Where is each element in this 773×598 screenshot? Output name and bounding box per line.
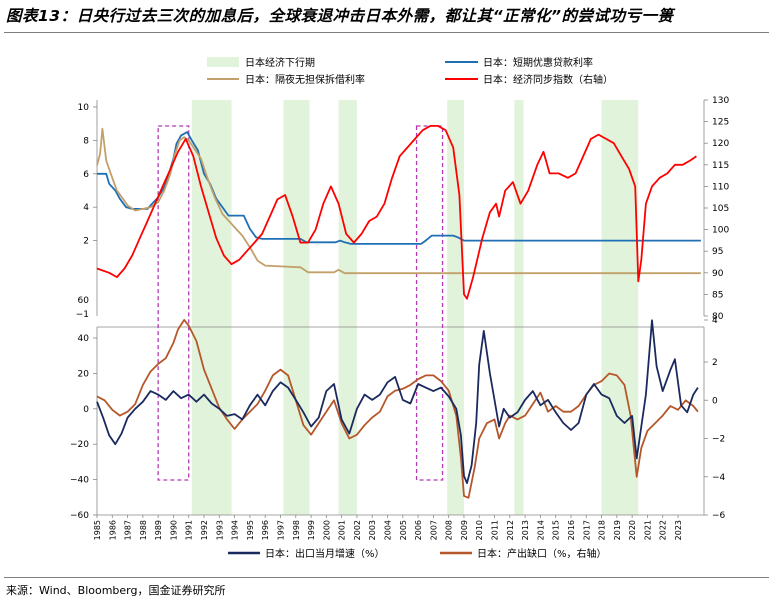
- series-lines: [96, 125, 701, 499]
- y-tick-label-top-right: 4: [712, 316, 718, 326]
- title-divider: [4, 32, 769, 33]
- x-tick-label: 2015: [552, 520, 561, 540]
- legend-swatch-recession: [207, 57, 239, 67]
- y-tick-label-bottom-left: 20: [78, 369, 90, 379]
- x-tick-label: 2012: [506, 520, 515, 540]
- y-tick-label-bottom-left: 0: [83, 405, 89, 415]
- recession-bands: [191, 100, 639, 515]
- recession-band: [191, 100, 232, 515]
- hike-period-markers: [157, 125, 444, 481]
- y-tick-label-top-left: 10: [78, 103, 90, 113]
- legend-top: 日本经济下行期 日本：短期优惠贷款利率 日本：隔夜无担保拆借利率 日本：经济同步…: [207, 56, 613, 86]
- y-tick-label-top-right: 80: [712, 312, 724, 322]
- y-tick-label-bottom-left: −40: [70, 476, 89, 486]
- y-tick-label-bottom-right: −4: [712, 473, 726, 483]
- legend-label-recession: 日本经济下行期: [245, 56, 315, 69]
- legend-label-coincident: 日本：经济同步指数（右轴）: [483, 73, 613, 86]
- x-tick-label: 1995: [246, 520, 255, 540]
- legend-label-short-rate: 日本：短期优惠贷款利率: [483, 56, 593, 69]
- x-tick-label: 2023: [674, 520, 683, 540]
- page-title: 图表13：日央行过去三次的加息后，全球衰退冲击日本外需，都让其“正常化”的尝试功…: [6, 7, 674, 25]
- x-tick-label: 2013: [521, 520, 530, 540]
- y-tick-label-bottom-right: 2: [712, 358, 718, 368]
- x-tick-label: 2019: [613, 520, 622, 540]
- hike-period-box: [157, 125, 190, 481]
- y-tick-label-bottom-right: −2: [712, 435, 725, 445]
- x-tick-label: 1996: [261, 520, 270, 540]
- y-tick-label-top-right: 105: [712, 204, 729, 214]
- x-tick-label: 2011: [491, 520, 500, 540]
- y-tick-label-top-right: 120: [712, 139, 729, 149]
- x-tick-label: 1997: [276, 520, 285, 540]
- series-export-growth: [96, 319, 699, 484]
- x-tick-label: 2005: [399, 520, 408, 540]
- y-tick-label-top-right: 110: [712, 182, 729, 192]
- y-tick-label-bottom-left: 40: [78, 334, 90, 344]
- x-tick-label: 1998: [292, 520, 301, 540]
- x-tick-label: 2010: [475, 520, 484, 540]
- y-tick-label-bottom-left: −60: [70, 511, 89, 521]
- x-tick-label: 2007: [429, 520, 438, 540]
- recession-band: [514, 100, 524, 515]
- x-tick-label: 2017: [582, 520, 591, 540]
- x-tick-label: 1987: [124, 520, 133, 540]
- x-tick-label: 2000: [322, 520, 331, 540]
- y-tick-label-top-right: 90: [712, 269, 724, 279]
- x-tick-label: 2009: [460, 520, 469, 540]
- x-tick-label: 1990: [169, 520, 178, 540]
- y-tick-label-top-right: 95: [712, 247, 723, 257]
- x-tick-label: 1989: [154, 520, 163, 540]
- legend-label-exports: 日本：出口当月增速（%）: [265, 547, 385, 560]
- x-tick-label: 1985: [93, 520, 102, 540]
- x-tick-label: 1986: [108, 520, 117, 540]
- recession-band: [338, 100, 357, 515]
- y-tick-label-top-left: 6: [83, 170, 89, 180]
- source-note: 来源：Wind、Bloomberg，国金证券研究所: [6, 584, 226, 597]
- y-tick-label-bottom-left: −20: [70, 440, 89, 450]
- x-tick-label: 2021: [643, 520, 652, 540]
- x-tick-label: 1991: [185, 520, 194, 540]
- y-tick-label-top-left: 4: [83, 203, 89, 213]
- x-tick-label: 2014: [536, 520, 545, 540]
- x-tick-label: 2008: [445, 520, 454, 540]
- x-tick-label: 2002: [353, 520, 362, 540]
- y-tick-label-top-left-extra: −1: [76, 310, 89, 320]
- series-output-gap: [96, 319, 699, 499]
- y-tick-label-top-right: 130: [712, 96, 729, 106]
- x-tick-label: 1992: [200, 520, 209, 540]
- x-tick-label: 1994: [231, 520, 240, 540]
- legend-label-output-gap: 日本：产出缺口（%，右轴）: [477, 547, 607, 560]
- legend-label-overnight: 日本：隔夜无担保拆借利率: [245, 73, 365, 86]
- y-tick-label-top-left: 8: [83, 136, 89, 146]
- x-tick-label: 1988: [139, 520, 148, 540]
- x-tick-label: 2022: [659, 520, 668, 540]
- y-tick-label-top-right: 125: [712, 118, 729, 128]
- recession-band: [283, 100, 310, 515]
- series-coincident-index: [96, 125, 697, 300]
- x-tick-label: 2018: [598, 520, 607, 540]
- x-tick-label: 2004: [384, 520, 393, 540]
- x-tick-label: 2006: [414, 520, 423, 540]
- panel-frames: [96, 100, 705, 516]
- x-tick-label: 2016: [567, 520, 576, 540]
- y-tick-label-top-left: 2: [83, 237, 89, 247]
- recession-band: [601, 100, 639, 515]
- x-tick-label: 2020: [628, 520, 637, 540]
- hike-period-box: [415, 125, 444, 481]
- x-tick-label: 2001: [338, 520, 347, 540]
- y-tick-label-bottom-right: −6: [712, 511, 726, 521]
- y-tick-label-top-right: 115: [712, 161, 729, 171]
- x-tick-label: 2003: [368, 520, 377, 540]
- x-tick-label: 1999: [307, 520, 316, 540]
- x-tick-label: 1993: [215, 520, 224, 540]
- axis-ticks: 10864260−1130125120115110105100959085804…: [70, 96, 729, 540]
- y-tick-label-top-right: 100: [712, 226, 729, 236]
- source-divider: [4, 577, 769, 578]
- legend-bottom: 日本：出口当月增速（%） 日本：产出缺口（%，右轴）: [228, 547, 607, 560]
- y-tick-label-top-right: 85: [712, 290, 723, 300]
- y-tick-label-bottom-right: 0: [712, 396, 718, 406]
- y-tick-label-top-left-extra: 60: [78, 296, 90, 306]
